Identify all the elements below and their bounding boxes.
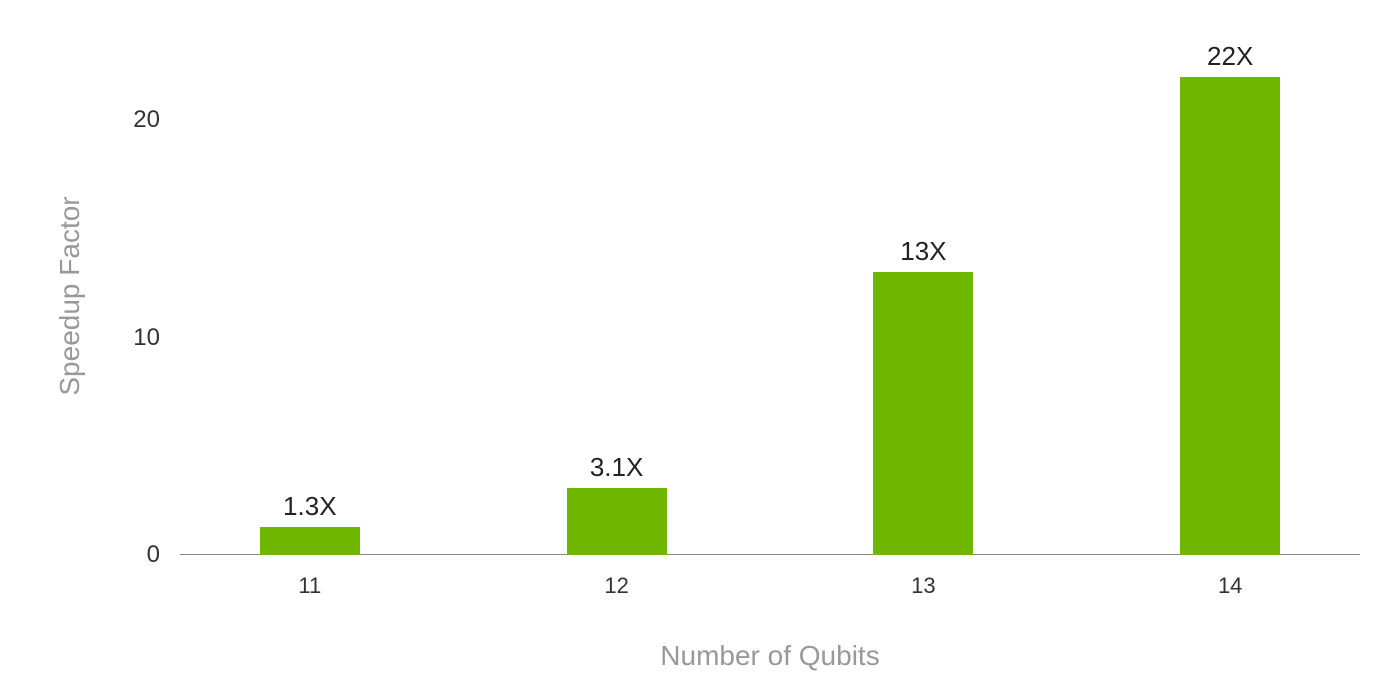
y-tick-label: 10 [110,324,160,352]
x-axis-title: Number of Qubits [180,640,1360,672]
bar-value-label: 3.1X [537,452,697,483]
bar-value-label: 1.3X [230,491,390,522]
bar [260,527,360,555]
x-tick-label: 14 [1170,573,1290,599]
bar [1180,77,1280,555]
y-tick-label: 20 [110,106,160,134]
x-tick-label: 11 [250,573,370,599]
x-tick-label: 13 [863,573,983,599]
bar [873,272,973,555]
bar-value-label: 13X [843,236,1003,267]
x-tick-label: 12 [557,573,677,599]
bar [567,488,667,555]
bar-value-label: 22X [1150,41,1310,72]
speedup-bar-chart: Speedup Factor Number of Qubits 0 10 20 1.3… [0,0,1384,698]
y-tick-label: 0 [110,541,160,569]
y-axis-title: Speedup Factor [54,186,86,406]
